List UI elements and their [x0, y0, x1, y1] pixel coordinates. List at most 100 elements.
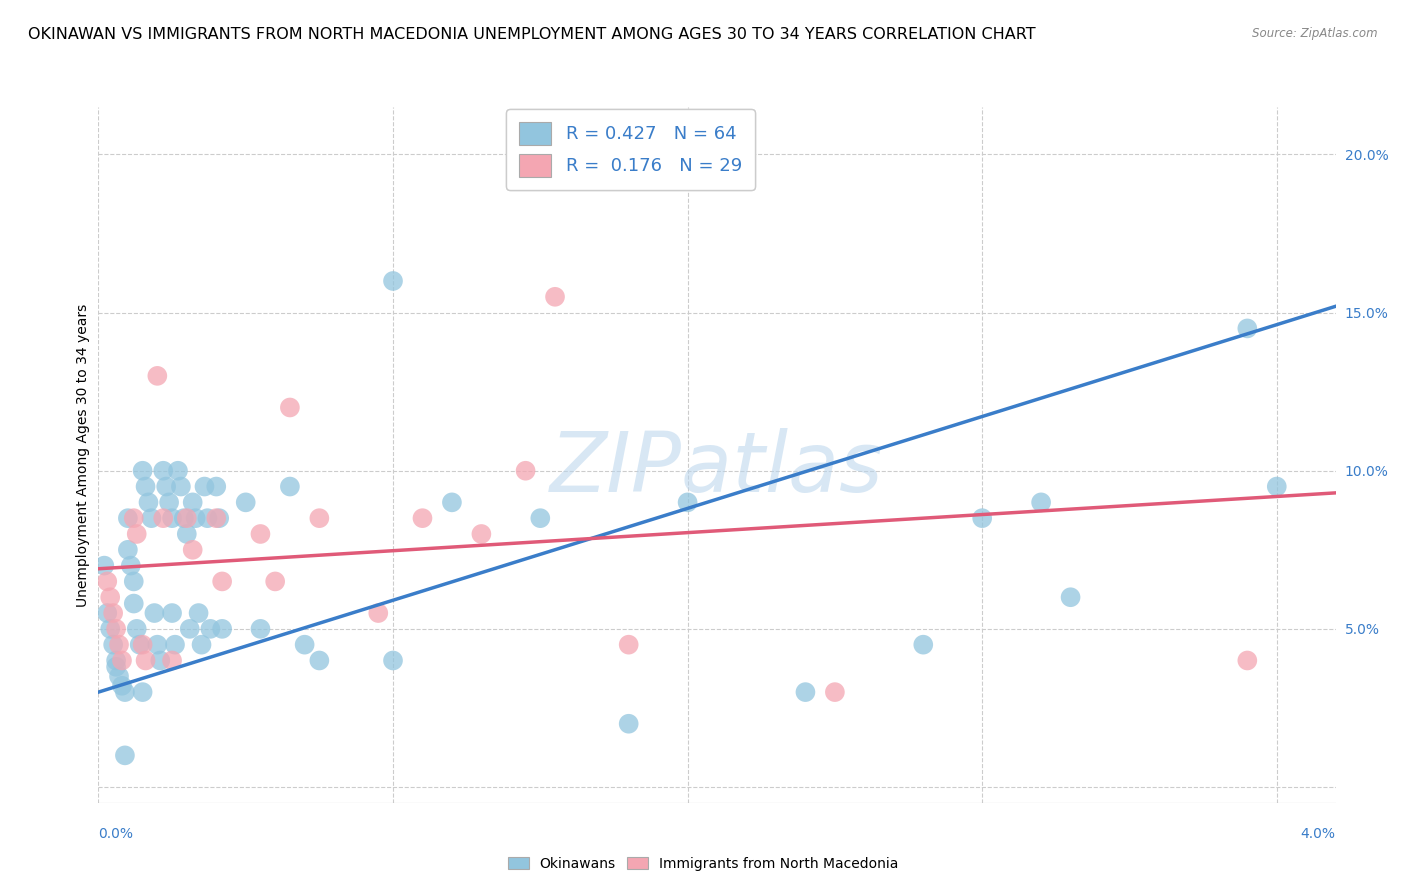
Point — [382, 274, 405, 288]
Point — [187, 606, 209, 620]
Point — [114, 685, 136, 699]
Point — [181, 495, 204, 509]
Text: 0.0%: 0.0% — [98, 827, 134, 841]
Point — [1236, 321, 1258, 335]
Point — [125, 527, 148, 541]
Point — [972, 511, 994, 525]
Point — [205, 511, 228, 525]
Point — [515, 464, 537, 478]
Point — [1029, 495, 1052, 509]
Point — [173, 511, 195, 525]
Point — [105, 660, 128, 674]
Point — [93, 558, 115, 573]
Point — [676, 495, 699, 509]
Point — [211, 622, 233, 636]
Point — [131, 638, 153, 652]
Point — [155, 479, 177, 493]
Point — [125, 622, 148, 636]
Point — [146, 638, 169, 652]
Point — [163, 638, 186, 652]
Point — [200, 622, 222, 636]
Point — [193, 479, 215, 493]
Point — [617, 638, 640, 652]
Point — [96, 574, 118, 589]
Point — [176, 527, 198, 541]
Point — [1059, 591, 1081, 605]
Point — [108, 638, 131, 652]
Point — [160, 653, 183, 667]
Point — [544, 290, 567, 304]
Point — [308, 653, 330, 667]
Point — [98, 591, 121, 605]
Point — [470, 527, 492, 541]
Point — [440, 495, 463, 509]
Text: 4.0%: 4.0% — [1301, 827, 1336, 841]
Point — [135, 653, 157, 667]
Point — [249, 527, 271, 541]
Point — [152, 511, 174, 525]
Point — [149, 653, 172, 667]
Text: OKINAWAN VS IMMIGRANTS FROM NORTH MACEDONIA UNEMPLOYMENT AMONG AGES 30 TO 34 YEA: OKINAWAN VS IMMIGRANTS FROM NORTH MACEDO… — [28, 27, 1036, 42]
Point — [181, 542, 204, 557]
Point — [117, 542, 139, 557]
Point — [205, 479, 228, 493]
Point — [105, 653, 128, 667]
Y-axis label: Unemployment Among Ages 30 to 34 years: Unemployment Among Ages 30 to 34 years — [76, 303, 90, 607]
Point — [167, 464, 190, 478]
Point — [294, 638, 316, 652]
Point — [122, 597, 145, 611]
Point — [308, 511, 330, 525]
Point — [411, 511, 433, 525]
Point — [1236, 653, 1258, 667]
Point — [101, 638, 124, 652]
Point — [131, 685, 153, 699]
Point — [190, 638, 212, 652]
Point — [120, 558, 142, 573]
Point — [249, 622, 271, 636]
Point — [131, 464, 153, 478]
Point — [382, 653, 405, 667]
Point — [105, 622, 128, 636]
Point — [794, 685, 817, 699]
Point — [114, 748, 136, 763]
Point — [135, 479, 157, 493]
Point — [96, 606, 118, 620]
Text: ZIPatlas: ZIPatlas — [550, 428, 884, 509]
Point — [157, 495, 180, 509]
Point — [529, 511, 551, 525]
Point — [152, 464, 174, 478]
Point — [278, 401, 301, 415]
Point — [128, 638, 150, 652]
Point — [176, 511, 198, 525]
Point — [160, 511, 183, 525]
Point — [208, 511, 231, 525]
Legend: Okinawans, Immigrants from North Macedonia: Okinawans, Immigrants from North Macedon… — [502, 851, 904, 876]
Point — [197, 511, 219, 525]
Point — [235, 495, 257, 509]
Point — [111, 653, 134, 667]
Point — [101, 606, 124, 620]
Point — [122, 574, 145, 589]
Point — [278, 479, 301, 493]
Point — [98, 622, 121, 636]
Point — [184, 511, 207, 525]
Point — [617, 716, 640, 731]
Point — [143, 606, 166, 620]
Point — [122, 511, 145, 525]
Text: Source: ZipAtlas.com: Source: ZipAtlas.com — [1253, 27, 1378, 40]
Point — [912, 638, 935, 652]
Point — [146, 368, 169, 383]
Point — [1265, 479, 1288, 493]
Point — [264, 574, 287, 589]
Point — [138, 495, 160, 509]
Point — [108, 669, 131, 683]
Point — [170, 479, 193, 493]
Point — [179, 622, 201, 636]
Point — [367, 606, 389, 620]
Point — [160, 606, 183, 620]
Point — [111, 679, 134, 693]
Point — [141, 511, 163, 525]
Point — [117, 511, 139, 525]
Point — [211, 574, 233, 589]
Point — [824, 685, 846, 699]
